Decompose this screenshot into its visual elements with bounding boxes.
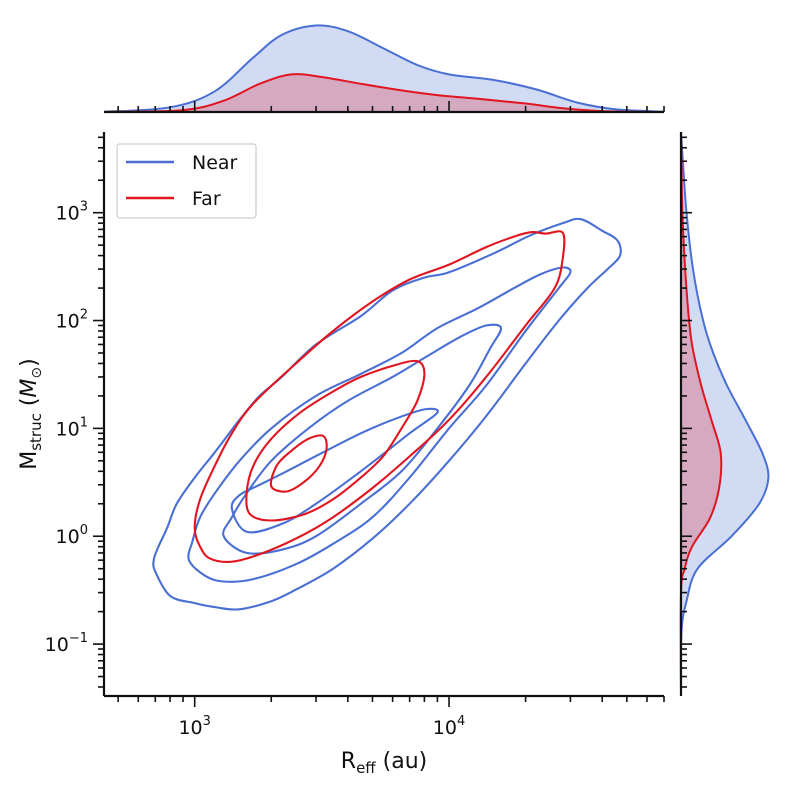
y-tick-label: 103 (56, 200, 88, 225)
right-marginal-ticks (681, 136, 692, 688)
contour-far-1 (193, 230, 566, 563)
y-label-main: M (17, 451, 42, 470)
x-tick-label: 103 (178, 714, 210, 739)
y-axis-label: Mstruc (M⊙) (17, 358, 45, 470)
x-axis-ticks (117, 696, 665, 707)
x-label-unit: (au) (376, 749, 428, 774)
x-tick-label-base: 10 (178, 717, 202, 739)
y-tick-label-base: 10 (56, 526, 80, 548)
y-tick-label-base: 10 (56, 311, 80, 333)
y-tick-label-exp: 3 (80, 200, 88, 215)
top-marginal-line-far (103, 73, 665, 113)
right-marginal-panel (679, 131, 770, 697)
y-label-unit-close: ) (17, 358, 42, 367)
right-marginal-curves (679, 131, 770, 697)
y-tick-label-base: 10 (45, 634, 69, 656)
right-marginal-line-near (679, 131, 770, 697)
y-label-unit-open: ( (17, 398, 42, 414)
x-label-main: R (341, 749, 356, 774)
x-tick-label-exp: 4 (457, 714, 465, 729)
x-tick-label-base: 10 (433, 717, 457, 739)
y-tick-label: 102 (56, 308, 88, 333)
kde-contours (152, 217, 622, 611)
x-tick-label-exp: 3 (203, 714, 211, 729)
legend-label-far: Far (192, 188, 221, 210)
y-label-unit-sun: ⊙ (29, 367, 45, 379)
x-axis-label: Reff (au) (341, 749, 427, 777)
right-marginal-fill-near (680, 132, 769, 696)
y-tick-label-base: 10 (56, 418, 80, 440)
y-tick-label: 10−1 (45, 631, 88, 656)
top-marginal-curves (103, 24, 665, 113)
top-marginal-fill-far (104, 74, 664, 112)
contour-far-2 (245, 359, 426, 522)
x-label-sub: eff (356, 759, 376, 777)
contour-near-1 (152, 217, 622, 611)
top-marginal-line-near (103, 24, 665, 113)
contour-near-3 (222, 323, 503, 555)
y-tick-label-exp: 2 (80, 308, 88, 323)
top-marginal-panel (103, 24, 665, 114)
y-tick-label: 100 (56, 523, 88, 548)
contour-far-3 (269, 434, 328, 493)
x-tick-label: 104 (433, 714, 465, 739)
y-label-sub: struc (27, 413, 45, 451)
right-marginal-fill-far (680, 132, 722, 696)
y-tick-label-exp: −1 (69, 631, 88, 646)
y-label-unit-symbol: M (17, 379, 42, 398)
top-marginal-ticks (117, 101, 665, 112)
legend: Near Far (116, 143, 257, 219)
contour-near-2 (187, 266, 572, 583)
y-tick-label-exp: 1 (80, 415, 88, 430)
y-axis-ticks (93, 136, 104, 688)
y-tick-label: 101 (56, 415, 88, 440)
contour-near-4 (230, 407, 439, 534)
x-tick-labels: 103 104 (178, 714, 465, 739)
y-tick-label-exp: 0 (80, 523, 88, 538)
legend-label-near: Near (192, 152, 238, 174)
y-tick-label-base: 10 (56, 203, 80, 225)
